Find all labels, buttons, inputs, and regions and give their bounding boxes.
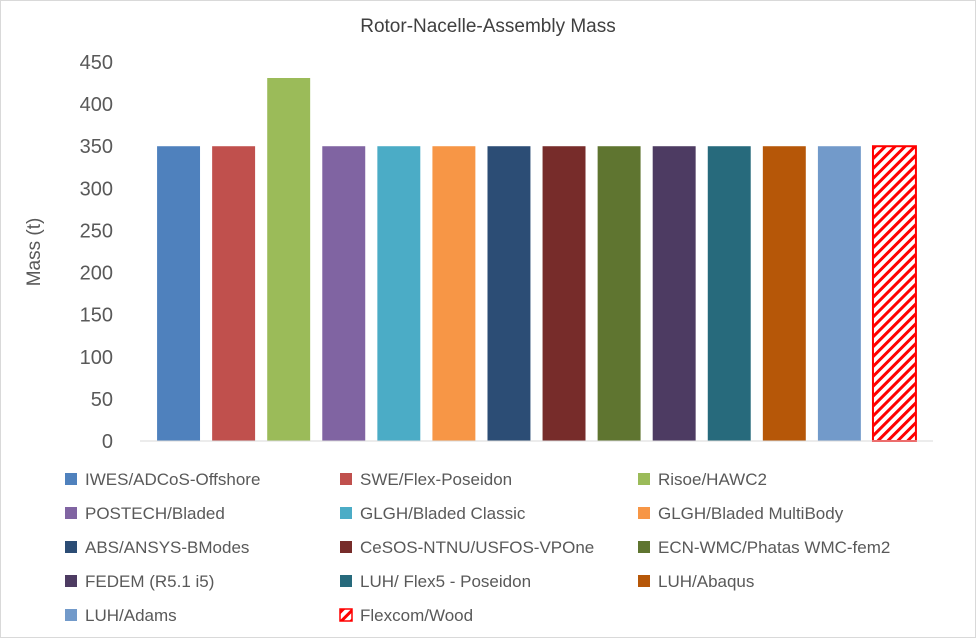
legend-item: GLGH/Bladed MultiBody xyxy=(638,504,844,523)
legend-swatch xyxy=(638,541,650,553)
legend-label: LUH/Abaqus xyxy=(658,572,754,591)
legend-item: Risoe/HAWC2 xyxy=(638,470,767,489)
y-tick-label: 400 xyxy=(80,94,113,116)
y-tick-label: 350 xyxy=(80,136,113,158)
legend-label: SWE/Flex-Poseidon xyxy=(360,470,512,489)
legend-item: Flexcom/Wood xyxy=(339,606,473,625)
bar-luh-flex5-poseidon xyxy=(707,146,751,441)
bar-postech-bladed xyxy=(322,146,366,441)
legend-label: LUH/ Flex5 - Poseidon xyxy=(360,572,531,591)
y-tick-label: 100 xyxy=(80,347,113,369)
y-tick-label: 300 xyxy=(80,178,113,200)
y-tick-label: 200 xyxy=(80,263,113,285)
legend-item: LUH/ Flex5 - Poseidon xyxy=(340,572,531,591)
legend-swatch xyxy=(65,541,77,553)
legend-label: LUH/Adams xyxy=(85,606,177,625)
legend-swatch xyxy=(65,473,77,485)
legend-item: LUH/Adams xyxy=(65,606,177,625)
legend-item: FEDEM (R5.1 i5) xyxy=(65,572,214,591)
legend-label: ABS/ANSYS-BModes xyxy=(85,538,249,557)
legend-swatch xyxy=(340,473,352,485)
legend-label: Flexcom/Wood xyxy=(360,606,473,625)
bar-luh-adams xyxy=(817,146,861,441)
bars xyxy=(157,78,917,442)
y-tick-labels: 0 50 100 150 200 250 300 350 400 450 xyxy=(80,52,113,453)
legend-label: GLGH/Bladed Classic xyxy=(360,504,526,523)
legend-item: LUH/Abaqus xyxy=(638,572,754,591)
legend-swatch xyxy=(340,575,352,587)
legend-label: GLGH/Bladed MultiBody xyxy=(658,504,844,523)
legend-item: ECN-WMC/Phatas WMC-fem2 xyxy=(638,538,890,557)
legend-label: IWES/ADCoS-Offshore xyxy=(85,470,260,489)
legend-label: ECN-WMC/Phatas WMC-fem2 xyxy=(658,538,890,557)
legend-swatch xyxy=(65,575,77,587)
y-tick-label: 50 xyxy=(91,389,113,411)
bar-abs-ansys-bmodes xyxy=(487,146,531,441)
bar-cesos-ntnu-usfos-vpone xyxy=(542,146,586,441)
legend-item: GLGH/Bladed Classic xyxy=(340,504,526,523)
bar-ecn-wmc-phatas-wmc-fem2 xyxy=(597,146,641,441)
legend-swatch xyxy=(340,541,352,553)
y-tick-label: 0 xyxy=(102,431,113,453)
chart-title: Rotor-Nacelle-Assembly Mass xyxy=(360,16,616,37)
legend-item: POSTECH/Bladed xyxy=(65,504,225,523)
legend-swatch xyxy=(340,507,352,519)
legend: IWES/ADCoS-Offshore SWE/Flex-Poseidon Riso… xyxy=(65,470,890,625)
bar-flexcom-wood xyxy=(871,145,917,442)
y-axis-title: Mass (t) xyxy=(24,218,45,287)
legend-item: IWES/ADCoS-Offshore xyxy=(65,470,260,489)
legend-label: FEDEM (R5.1 i5) xyxy=(85,572,214,591)
bar-luh-abaqus xyxy=(762,146,806,441)
legend-swatch xyxy=(638,575,650,587)
legend-item: CeSOS-NTNU/USFOS-VPOne xyxy=(340,538,594,557)
bar-glgh-bladed-classic xyxy=(377,146,421,441)
legend-swatch xyxy=(638,507,650,519)
bar-glgh-bladed-multibody xyxy=(432,146,476,441)
legend-label: POSTECH/Bladed xyxy=(85,504,225,523)
bar-iwes-adcos-offshore xyxy=(157,146,201,441)
bar-fedem-r5-1-i5 xyxy=(652,146,696,441)
legend-label: Risoe/HAWC2 xyxy=(658,470,767,489)
legend-item: SWE/Flex-Poseidon xyxy=(340,470,512,489)
legend-item: ABS/ANSYS-BModes xyxy=(65,538,249,557)
legend-swatch xyxy=(65,609,77,621)
bar-swe-flex-poseidon xyxy=(212,146,256,441)
legend-swatch xyxy=(65,507,77,519)
bar-risoe-hawc2 xyxy=(267,78,311,441)
y-tick-label: 450 xyxy=(80,52,113,74)
legend-swatch xyxy=(638,473,650,485)
legend-swatch xyxy=(339,608,353,622)
y-tick-label: 250 xyxy=(80,220,113,242)
y-tick-label: 150 xyxy=(80,305,113,327)
legend-label: CeSOS-NTNU/USFOS-VPOne xyxy=(360,538,594,557)
